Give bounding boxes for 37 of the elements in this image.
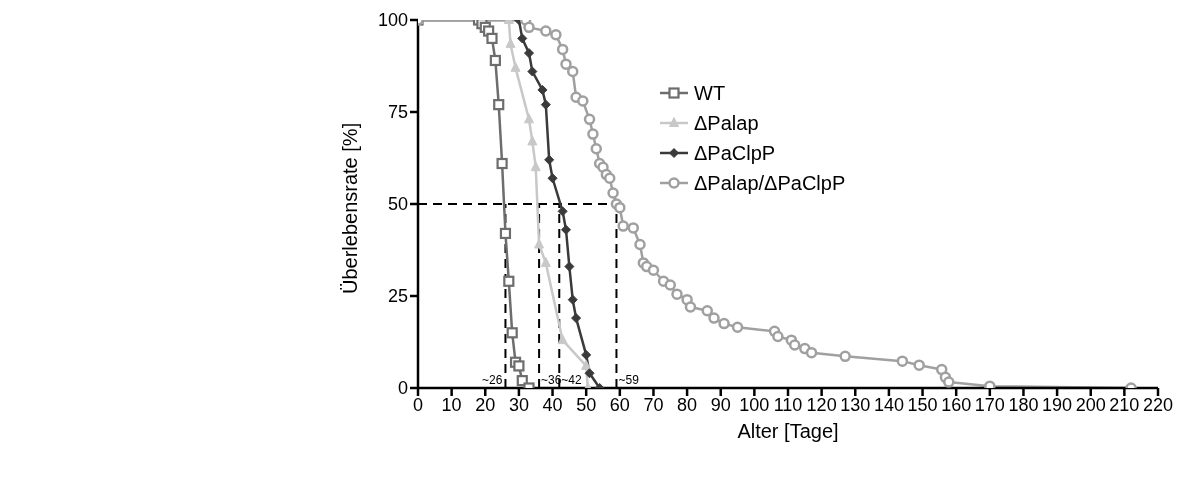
x-tick-label: 200	[1075, 394, 1106, 415]
x-tick-label: 220	[1142, 394, 1174, 415]
x-tick-label: 210	[1109, 394, 1140, 415]
x-tick-label: 180	[1008, 394, 1039, 415]
ref-line-label: ~42	[561, 373, 582, 387]
x-tick-label: 190	[1042, 394, 1073, 415]
legend-label: ΔPalap	[694, 112, 759, 134]
x-axis-title: Alter [Tage]	[737, 420, 839, 443]
x-tick-label: 100	[739, 394, 770, 415]
legend-label: ΔPalap/ΔPaClpP	[694, 172, 846, 194]
legend-label: ΔPaClpP	[694, 142, 776, 164]
legend-label: WT	[694, 82, 726, 104]
y-axis-title: Überlebensrate [%]	[339, 122, 362, 294]
x-tick-label: 130	[840, 394, 871, 415]
x-tick-label: 40	[542, 394, 563, 415]
ref-line-label: ~59	[618, 373, 640, 387]
y-tick-label: 100	[377, 10, 408, 31]
x-tick-label: 10	[441, 394, 462, 415]
y-tick-label: 50	[387, 194, 408, 215]
x-tick-label: 20	[475, 394, 496, 415]
x-tick-label: 60	[609, 394, 630, 415]
x-tick-label: 80	[677, 394, 698, 415]
x-tick-label: 70	[643, 394, 664, 415]
x-tick-label: 90	[710, 394, 731, 415]
y-tick-label: 25	[387, 286, 408, 307]
ref-line-label: ~26	[482, 373, 503, 387]
x-tick-label: 110	[773, 394, 803, 415]
y-tick-label: 75	[387, 102, 408, 123]
x-tick-label: 150	[907, 394, 938, 415]
x-tick-label: 0	[412, 394, 424, 415]
x-tick-label: 140	[873, 394, 904, 415]
x-tick-label: 30	[508, 394, 529, 415]
x-tick-label: 170	[974, 394, 1005, 415]
y-tick-label: 0	[397, 378, 408, 399]
x-tick-label: 120	[806, 394, 837, 415]
x-tick-label: 50	[576, 394, 597, 415]
x-tick-label: 160	[941, 394, 972, 415]
